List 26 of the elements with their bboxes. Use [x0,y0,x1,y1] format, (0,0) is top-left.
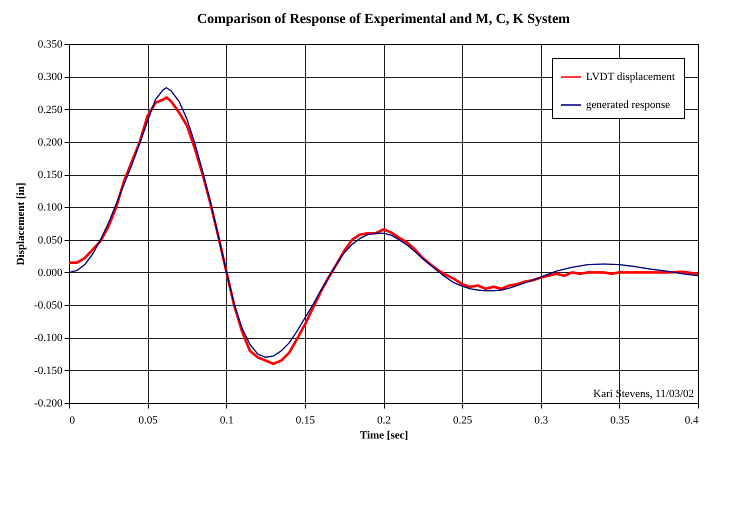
y-tick-label: 0.150 [38,169,63,182]
chart-title: Comparison of Response of Experimental and M, C, K System [197,12,570,27]
x-tick-label: 0.2 [377,414,391,426]
x-tick-label: 0.35 [610,414,630,426]
y-tick-label: -0.200 [34,398,63,410]
legend-label: LVDT displacement [586,71,675,83]
y-tick-label: 0.250 [38,104,63,116]
y-tick-label: 0.050 [38,234,63,246]
x-tick-label: 0.05 [138,414,158,426]
legend-label: generated response [586,99,670,111]
x-tick-label: 0.15 [296,414,316,426]
y-tick-label: 0.000 [38,266,63,279]
x-tick-label: 0.25 [453,414,473,426]
y-tick-label: 0.350 [38,38,63,50]
x-tick-label: 0.3 [534,414,549,426]
x-axis-title: Time [sec] [360,430,408,442]
x-tick-label: 0 [70,414,76,426]
y-axis-title: Displacement [in] [15,182,28,266]
y-tick-label: 0.100 [38,202,63,214]
x-tick-label: 0.4 [684,414,699,426]
y-tick-label: 0.300 [38,71,63,84]
x-tick-label: 0.1 [220,414,234,426]
y-tick-label: -0.100 [34,332,63,344]
y-tick-label: -0.150 [34,364,63,377]
y-tick-label: -0.050 [34,300,63,312]
y-tick-label: 0.200 [38,136,63,148]
